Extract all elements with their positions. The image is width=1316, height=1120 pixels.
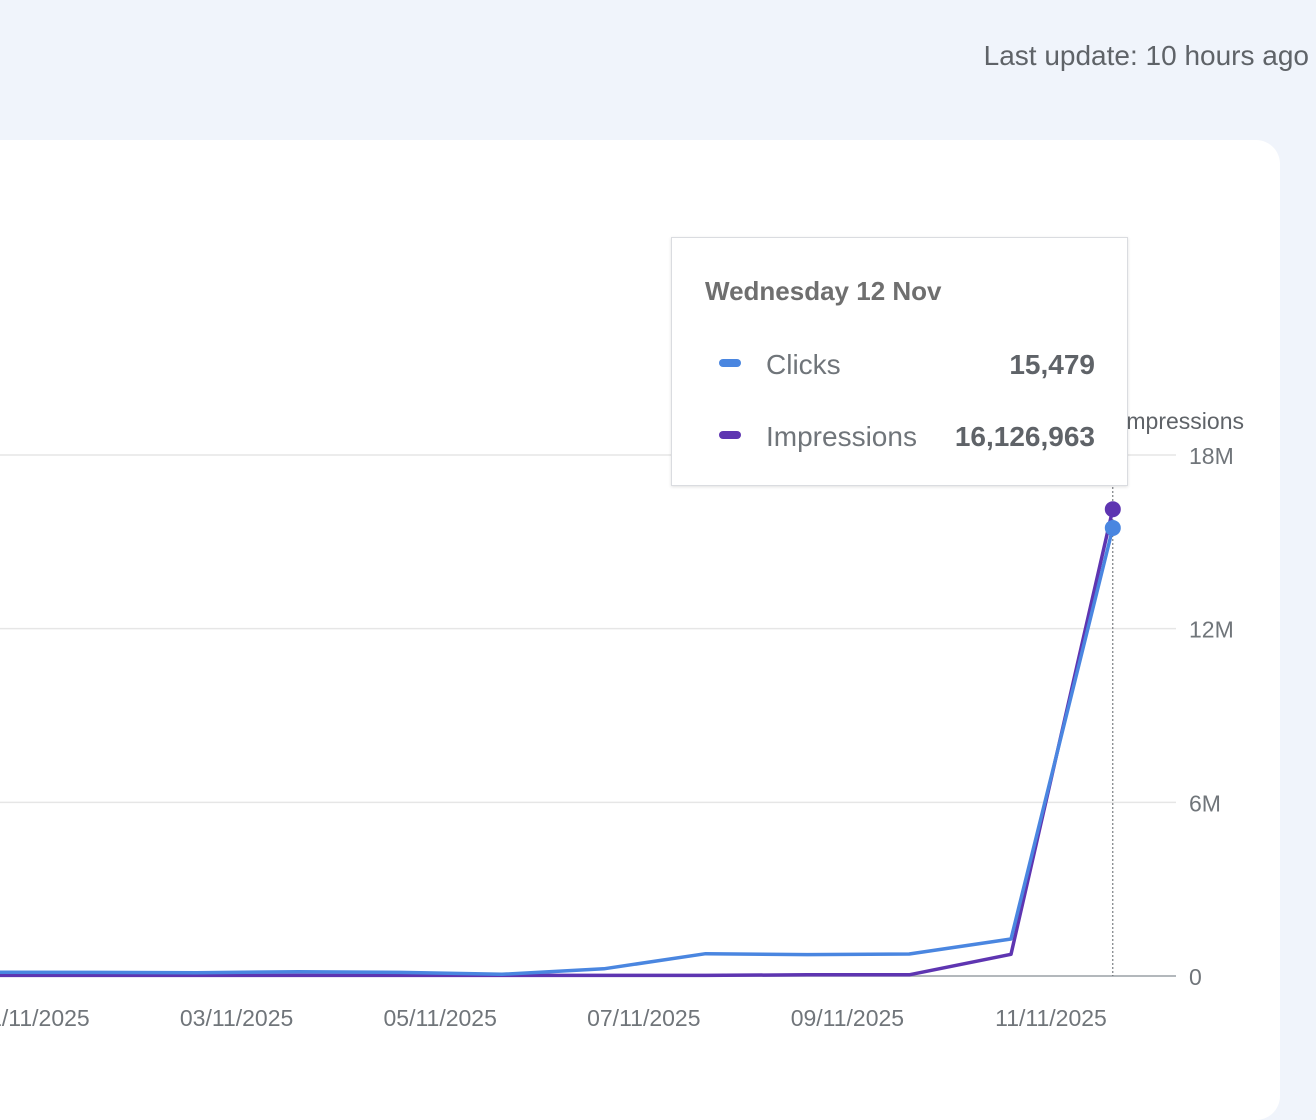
performance-chart: 18M 12M 6M 0 Impressions 01/11/2025 03/11/2025…: [0, 408, 1244, 1031]
x-tick-label: 07/11/2025: [587, 1005, 700, 1031]
series-line-impressions: [0, 508, 1115, 978]
impressions-swatch-icon: [719, 431, 741, 439]
x-tick-label: 11/11/2025: [995, 1005, 1107, 1031]
tooltip-value-clicks: 15,479: [1009, 349, 1095, 380]
y-tick-label: 18M: [1189, 443, 1234, 469]
tooltip-date: Wednesday 12 Nov: [705, 276, 942, 306]
y-tick-label: 12M: [1189, 617, 1234, 643]
x-tick-label: 05/11/2025: [383, 1005, 496, 1031]
last-update-text: Last update: 10 hours ago: [983, 40, 1309, 71]
tooltip-value-impressions: 16,126,963: [954, 421, 1095, 452]
tooltip-row-impressions: Impressions 16,126,963: [705, 415, 1095, 455]
x-tick-label: 01/11/2025: [0, 1005, 90, 1031]
highlight-point-impressions: [1104, 501, 1121, 518]
chart-tooltip: Wednesday 12 Nov Clicks 15,479 Impressio…: [671, 237, 1128, 486]
x-tick-label: 03/11/2025: [180, 1005, 293, 1031]
y-axis-title: Impressions: [1120, 408, 1244, 434]
tooltip-label-clicks: Clicks: [766, 349, 841, 380]
x-tick-label: 09/11/2025: [791, 1005, 904, 1031]
y-tick-label: 6M: [1189, 790, 1221, 816]
tooltip-label-impressions: Impressions: [766, 421, 917, 452]
series-line-clicks: [0, 527, 1115, 977]
y-tick-label: 0: [1189, 964, 1202, 990]
tooltip-row-clicks: Clicks 15,479: [705, 343, 1095, 383]
highlight-point-clicks: [1104, 519, 1121, 536]
clicks-swatch-icon: [719, 359, 741, 367]
